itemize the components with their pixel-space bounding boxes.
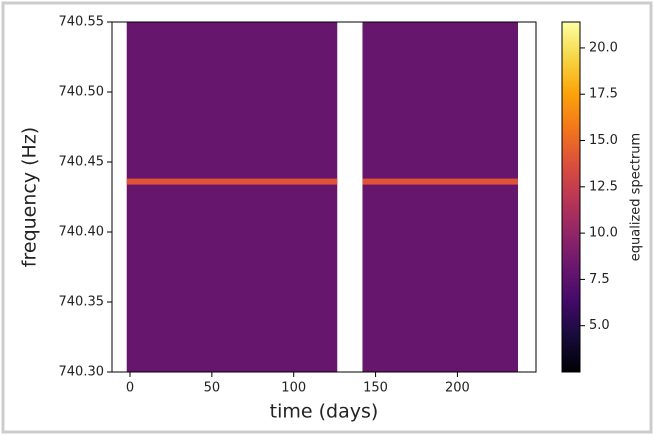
signal-line	[126, 178, 338, 185]
y-tick-label: 740.50	[59, 85, 105, 100]
y-tick-label: 740.55	[59, 15, 105, 30]
y-axis-label: frequency (Hz)	[19, 127, 41, 267]
y-tick-label: 740.30	[59, 365, 105, 380]
y-tick-label: 740.35	[59, 295, 105, 310]
colorbar-tick-label: 7.5	[589, 272, 610, 287]
colorbar-tick-label: 5.0	[589, 318, 610, 333]
x-tick-label: 100	[281, 381, 306, 396]
x-tick-label: 50	[204, 381, 221, 396]
x-tick-label: 0	[126, 381, 134, 396]
colorbar	[561, 21, 581, 373]
x-tick-label: 200	[445, 381, 470, 396]
plot-area	[126, 22, 518, 372]
x-axis-label: time (days)	[270, 401, 379, 423]
axes-frame	[111, 21, 537, 373]
data-block	[126, 22, 338, 372]
y-tick-label: 740.45	[59, 155, 105, 170]
x-tick-label: 150	[363, 381, 388, 396]
colorbar-tick-label: 15.0	[589, 133, 618, 148]
colorbar-tick-label: 10.0	[589, 226, 618, 241]
y-tick-label: 740.40	[59, 225, 105, 240]
colorbar-tick-label: 17.5	[589, 87, 618, 102]
colorbar-tick-label: 20.0	[589, 40, 618, 55]
colorbar-tick-label: 12.5	[589, 179, 618, 194]
signal-line	[362, 178, 518, 185]
data-block	[362, 22, 518, 372]
colorbar-label: equalized spectrum	[629, 133, 644, 261]
